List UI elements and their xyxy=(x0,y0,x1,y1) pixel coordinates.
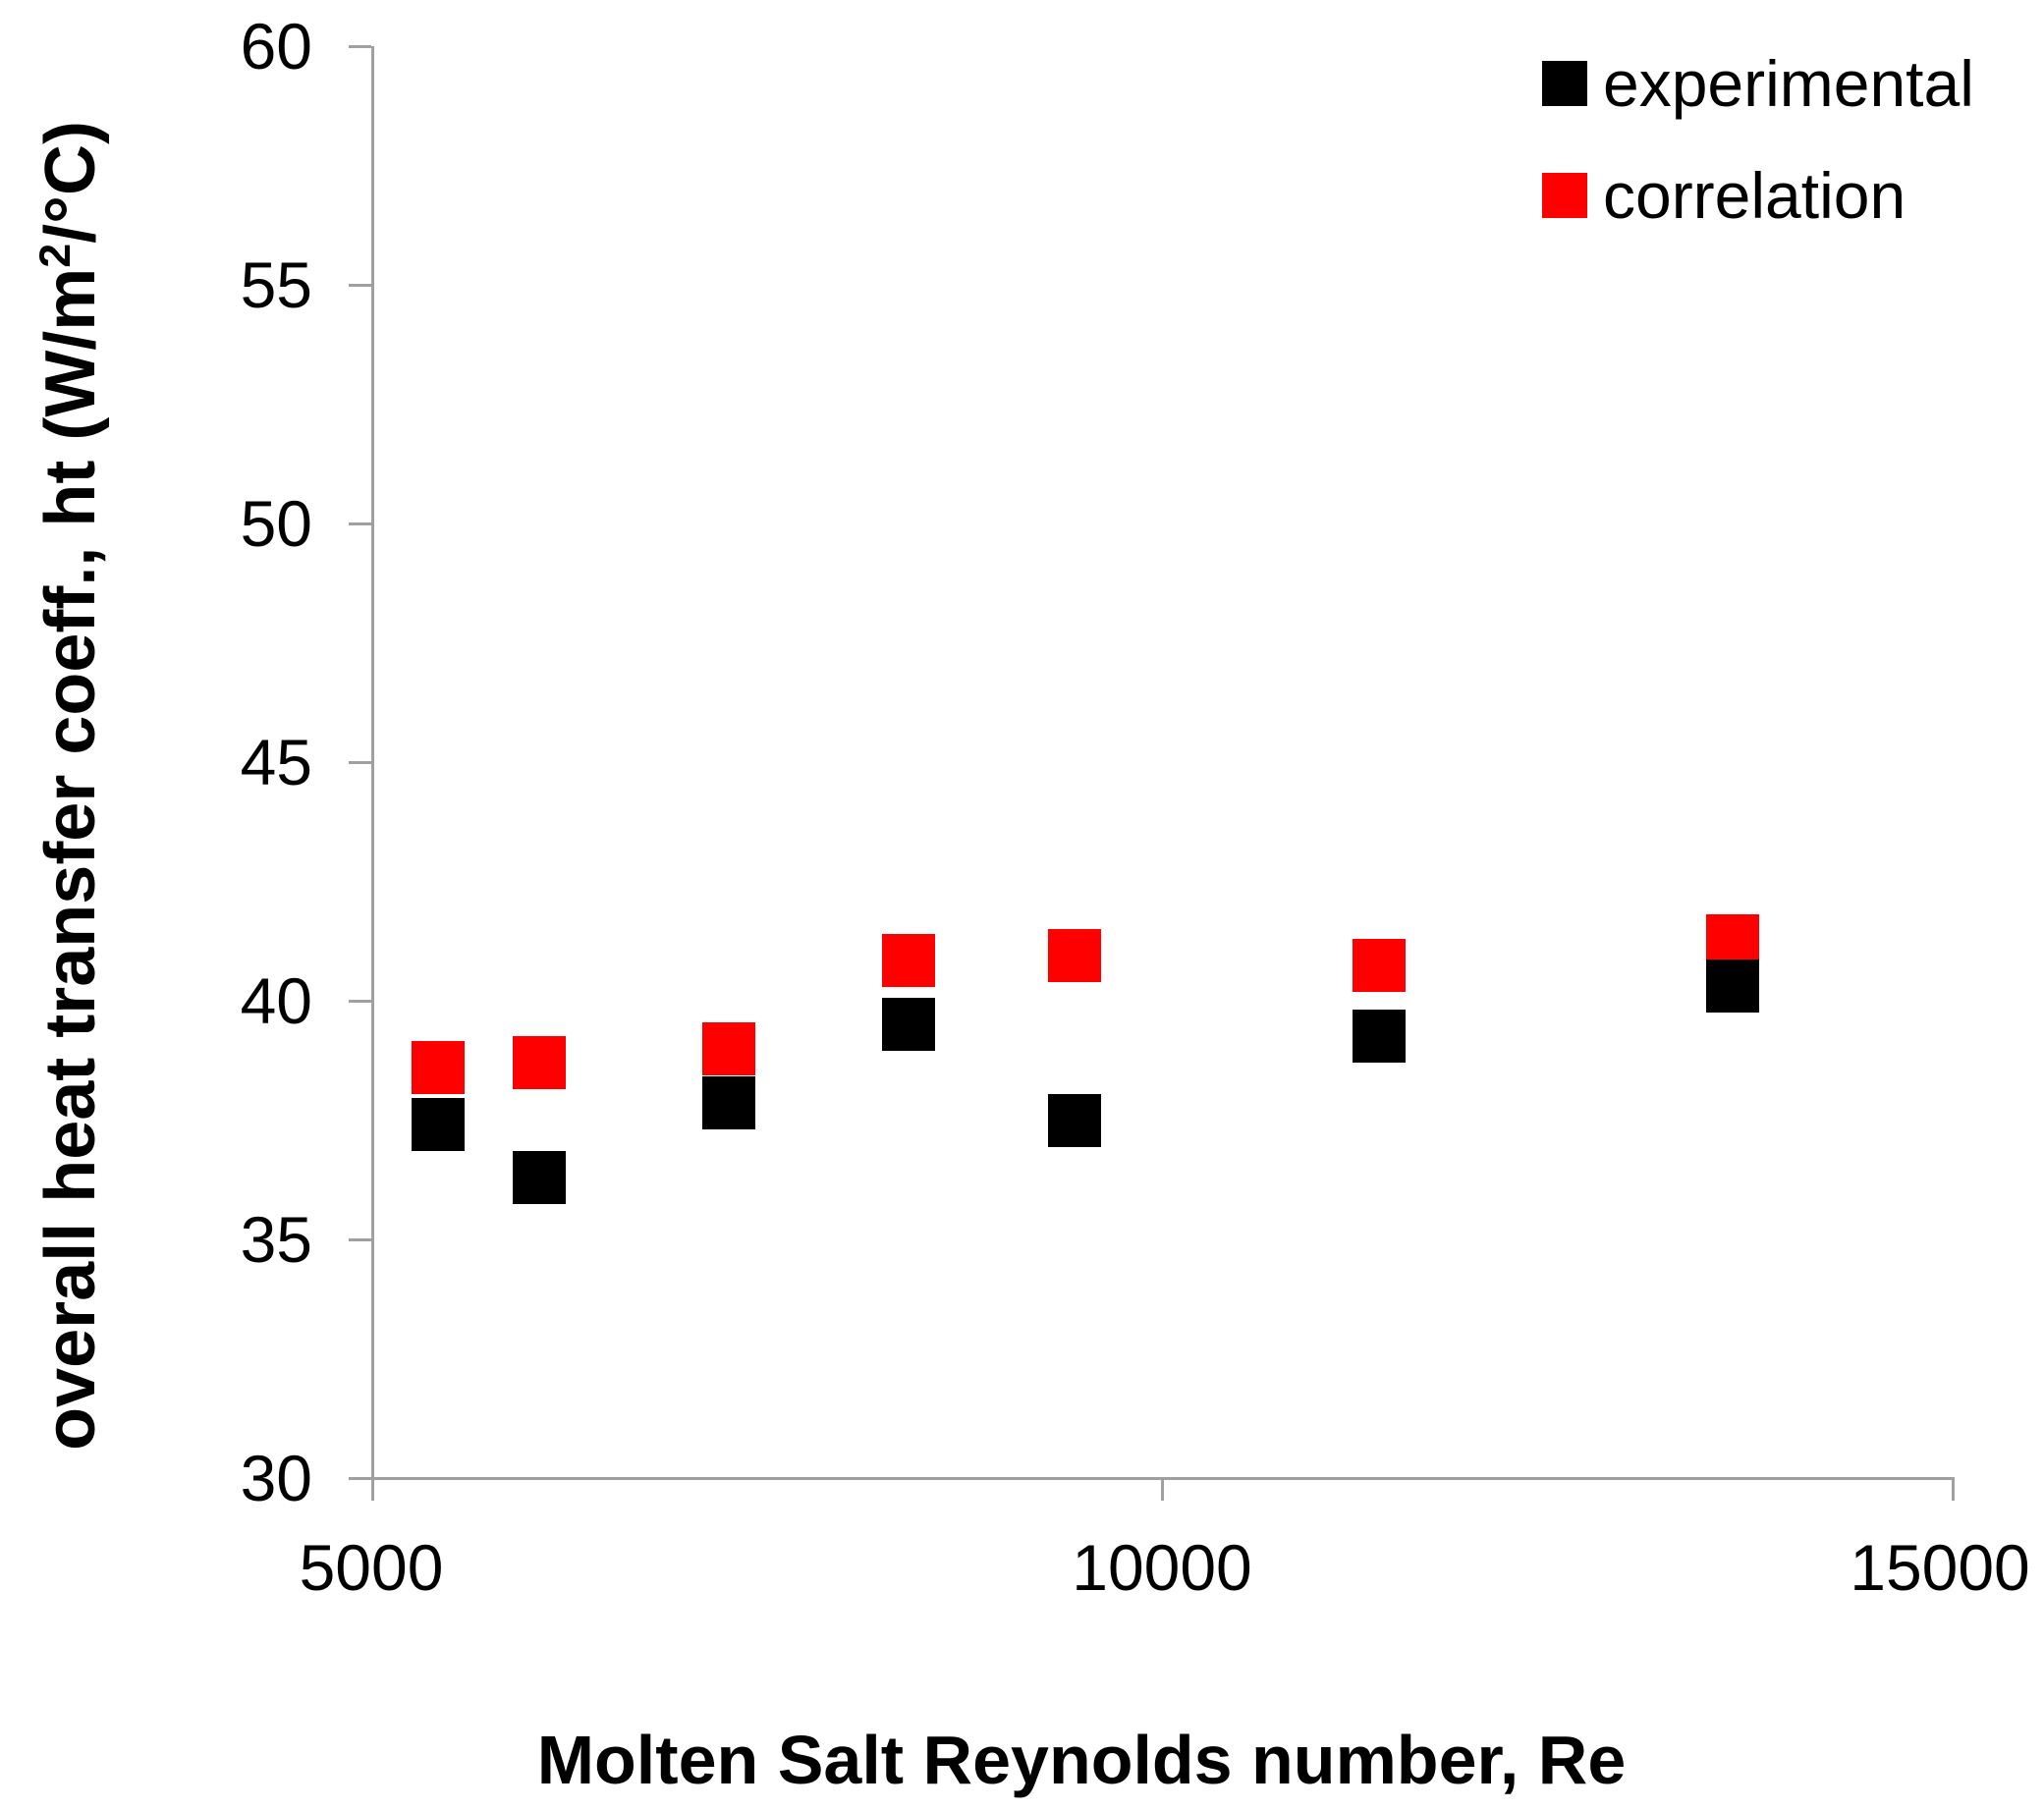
legend-item-correlation: correlation xyxy=(1542,163,1974,228)
x-axis-title: Molten Salt Reynolds number, Re xyxy=(536,1722,1627,1798)
marker-experimental xyxy=(1048,1093,1102,1147)
legend-label-experimental: experimental xyxy=(1603,47,1974,120)
marker-correlation xyxy=(701,1021,755,1075)
x-tick xyxy=(1952,1477,1955,1501)
y-axis-line xyxy=(371,46,374,1501)
marker-experimental xyxy=(411,1098,465,1152)
legend-swatch-correlation-icon xyxy=(1542,173,1587,218)
marker-experimental xyxy=(701,1076,755,1130)
legend: experimental correlation xyxy=(1542,51,1974,275)
y-tick-label: 30 xyxy=(240,1442,312,1514)
marker-experimental xyxy=(512,1150,566,1204)
y-tick xyxy=(349,761,371,764)
y-tick xyxy=(349,1238,371,1241)
x-tick xyxy=(1161,1477,1164,1501)
legend-label-correlation: correlation xyxy=(1603,159,1906,232)
y-tick xyxy=(349,522,371,525)
x-tick-label: 5000 xyxy=(299,1531,444,1604)
marker-experimental xyxy=(882,998,936,1052)
y-tick-label: 55 xyxy=(240,248,312,321)
marker-experimental xyxy=(1706,960,1760,1014)
y-tick-label: 35 xyxy=(240,1203,312,1276)
y-tick xyxy=(349,1477,371,1480)
marker-correlation xyxy=(882,933,936,987)
x-tick-label: 10000 xyxy=(1072,1531,1252,1604)
x-tick-label: 15000 xyxy=(1850,1531,2030,1604)
marker-correlation xyxy=(512,1036,566,1090)
y-axis-title-suffix: /°C) xyxy=(31,121,110,244)
y-tick-label: 40 xyxy=(240,964,312,1037)
y-tick xyxy=(349,1000,371,1003)
marker-correlation xyxy=(1706,914,1760,968)
legend-item-experimental: experimental xyxy=(1542,51,1974,116)
marker-correlation xyxy=(1048,928,1102,982)
marker-experimental xyxy=(1352,1010,1406,1064)
marker-correlation xyxy=(411,1041,465,1095)
legend-swatch-experimental-icon xyxy=(1542,61,1587,106)
y-tick-label: 45 xyxy=(240,726,312,798)
y-tick-label: 60 xyxy=(240,10,312,82)
y-axis-title-prefix: overall heat transfer coeff., ht (W/m xyxy=(31,267,110,1451)
y-tick xyxy=(349,284,371,287)
marker-correlation xyxy=(1352,938,1406,992)
y-tick-label: 50 xyxy=(240,487,312,560)
y-tick xyxy=(349,45,371,48)
